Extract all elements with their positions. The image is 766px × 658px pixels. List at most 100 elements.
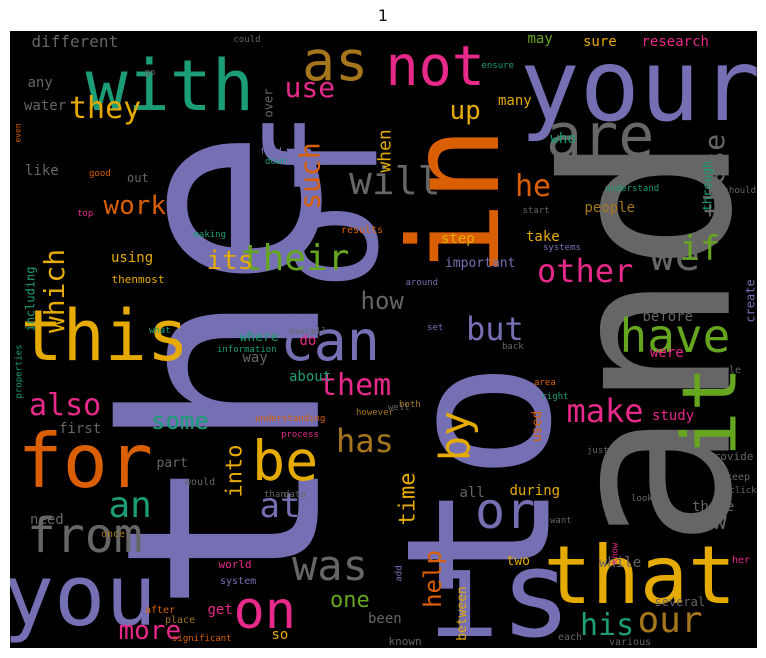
word-at: at (259, 486, 301, 526)
word-your: your (519, 31, 758, 144)
word-look: look (631, 493, 653, 504)
word-who: who (550, 131, 576, 147)
word-important: important (445, 255, 516, 271)
word-would: would (185, 477, 216, 488)
word-research: research (641, 34, 709, 50)
word-world: world (218, 557, 252, 571)
word-making: making (193, 229, 227, 240)
word-including: including (23, 266, 38, 332)
word-her: her (732, 555, 751, 566)
word-that: that (543, 529, 737, 622)
word-also: also (29, 388, 102, 423)
word-one: one (330, 588, 370, 613)
word-overall: overall (289, 326, 327, 337)
word-some: some (151, 407, 209, 435)
word-their: their (241, 238, 350, 279)
word-thenmost: thenmost (111, 272, 165, 286)
word-need: need (30, 512, 64, 528)
word-just: just (587, 445, 609, 456)
word-they: they (69, 91, 142, 126)
word-however: however (356, 407, 394, 418)
word-where: where (239, 329, 279, 345)
word-good: good (89, 168, 111, 179)
word-system: system (220, 576, 257, 587)
word-take: take (526, 229, 560, 245)
word-so: so (271, 627, 289, 643)
word-time: time (394, 472, 420, 526)
word-like: like (25, 163, 59, 179)
word-several: several (654, 595, 706, 609)
word-step: step (441, 231, 475, 247)
word-down: down (265, 156, 287, 167)
word-used: used (529, 410, 545, 442)
word-them: them (319, 368, 392, 403)
word-when: when (374, 129, 396, 173)
word-up: up (449, 96, 481, 126)
word-been: been (368, 611, 402, 627)
word-our: our (637, 600, 703, 641)
word-use: use (284, 71, 336, 104)
word-back: back (502, 341, 524, 352)
word-after: after (145, 605, 176, 616)
word-an: an (108, 485, 152, 526)
word-out: out (127, 171, 149, 185)
word-you: you (10, 546, 157, 646)
word-should: should (723, 185, 757, 196)
word-through: through (699, 160, 714, 212)
word-create: create (743, 279, 757, 323)
word-know: know (610, 542, 621, 564)
word-can: can (280, 308, 380, 373)
word-top: top (77, 208, 94, 219)
word-part: part (156, 455, 188, 471)
word-such: such (293, 142, 327, 210)
word-well: well (388, 402, 410, 413)
word-around: around (405, 277, 439, 288)
word-understanding: understanding (255, 413, 326, 424)
word-how: how (360, 287, 404, 315)
word-place: place (165, 615, 196, 626)
word-sure: sure (583, 34, 617, 50)
word-properties: properties (14, 343, 25, 399)
word-are: are (546, 101, 655, 171)
word-different: different (31, 32, 119, 51)
word-add: add (394, 564, 405, 582)
word-process: process (281, 429, 319, 440)
word-with: with (85, 45, 255, 127)
word-new: new (683, 507, 727, 535)
word-first: first (59, 421, 102, 437)
word-has: has (336, 422, 394, 460)
word-other: other (537, 252, 634, 290)
word-data: data (284, 489, 306, 500)
word-during: during (509, 483, 561, 499)
word-is: is (427, 526, 573, 649)
word-any: any (27, 75, 53, 91)
word-way: way (242, 350, 268, 366)
word-while: while (599, 555, 642, 571)
word-once: once (101, 529, 126, 540)
word-each: each (558, 632, 583, 643)
word-study: study (652, 408, 695, 424)
word-between: between (454, 585, 470, 641)
word-more: more (118, 616, 182, 646)
word-various: various (609, 637, 652, 648)
word-which: which (38, 248, 72, 334)
word-information: information (217, 344, 277, 355)
word-provide: provide (707, 449, 754, 463)
word-was: was (292, 541, 368, 590)
word-significant: significant (172, 633, 232, 644)
word-go: go (144, 67, 156, 78)
word-area: area (534, 377, 556, 388)
word-right: right (541, 391, 569, 402)
word-but: but (466, 310, 524, 348)
word-as: as (302, 31, 369, 93)
word-understand: understand (605, 183, 660, 194)
word-on: on (233, 581, 297, 641)
word-if: if (679, 229, 721, 269)
word-start: start (522, 205, 550, 216)
word-role: role (717, 365, 742, 376)
word-he: he (515, 169, 552, 204)
word-its: its (206, 246, 254, 276)
word-we: we (649, 231, 701, 280)
word-will: will (349, 159, 441, 203)
word-results: results (341, 225, 384, 236)
